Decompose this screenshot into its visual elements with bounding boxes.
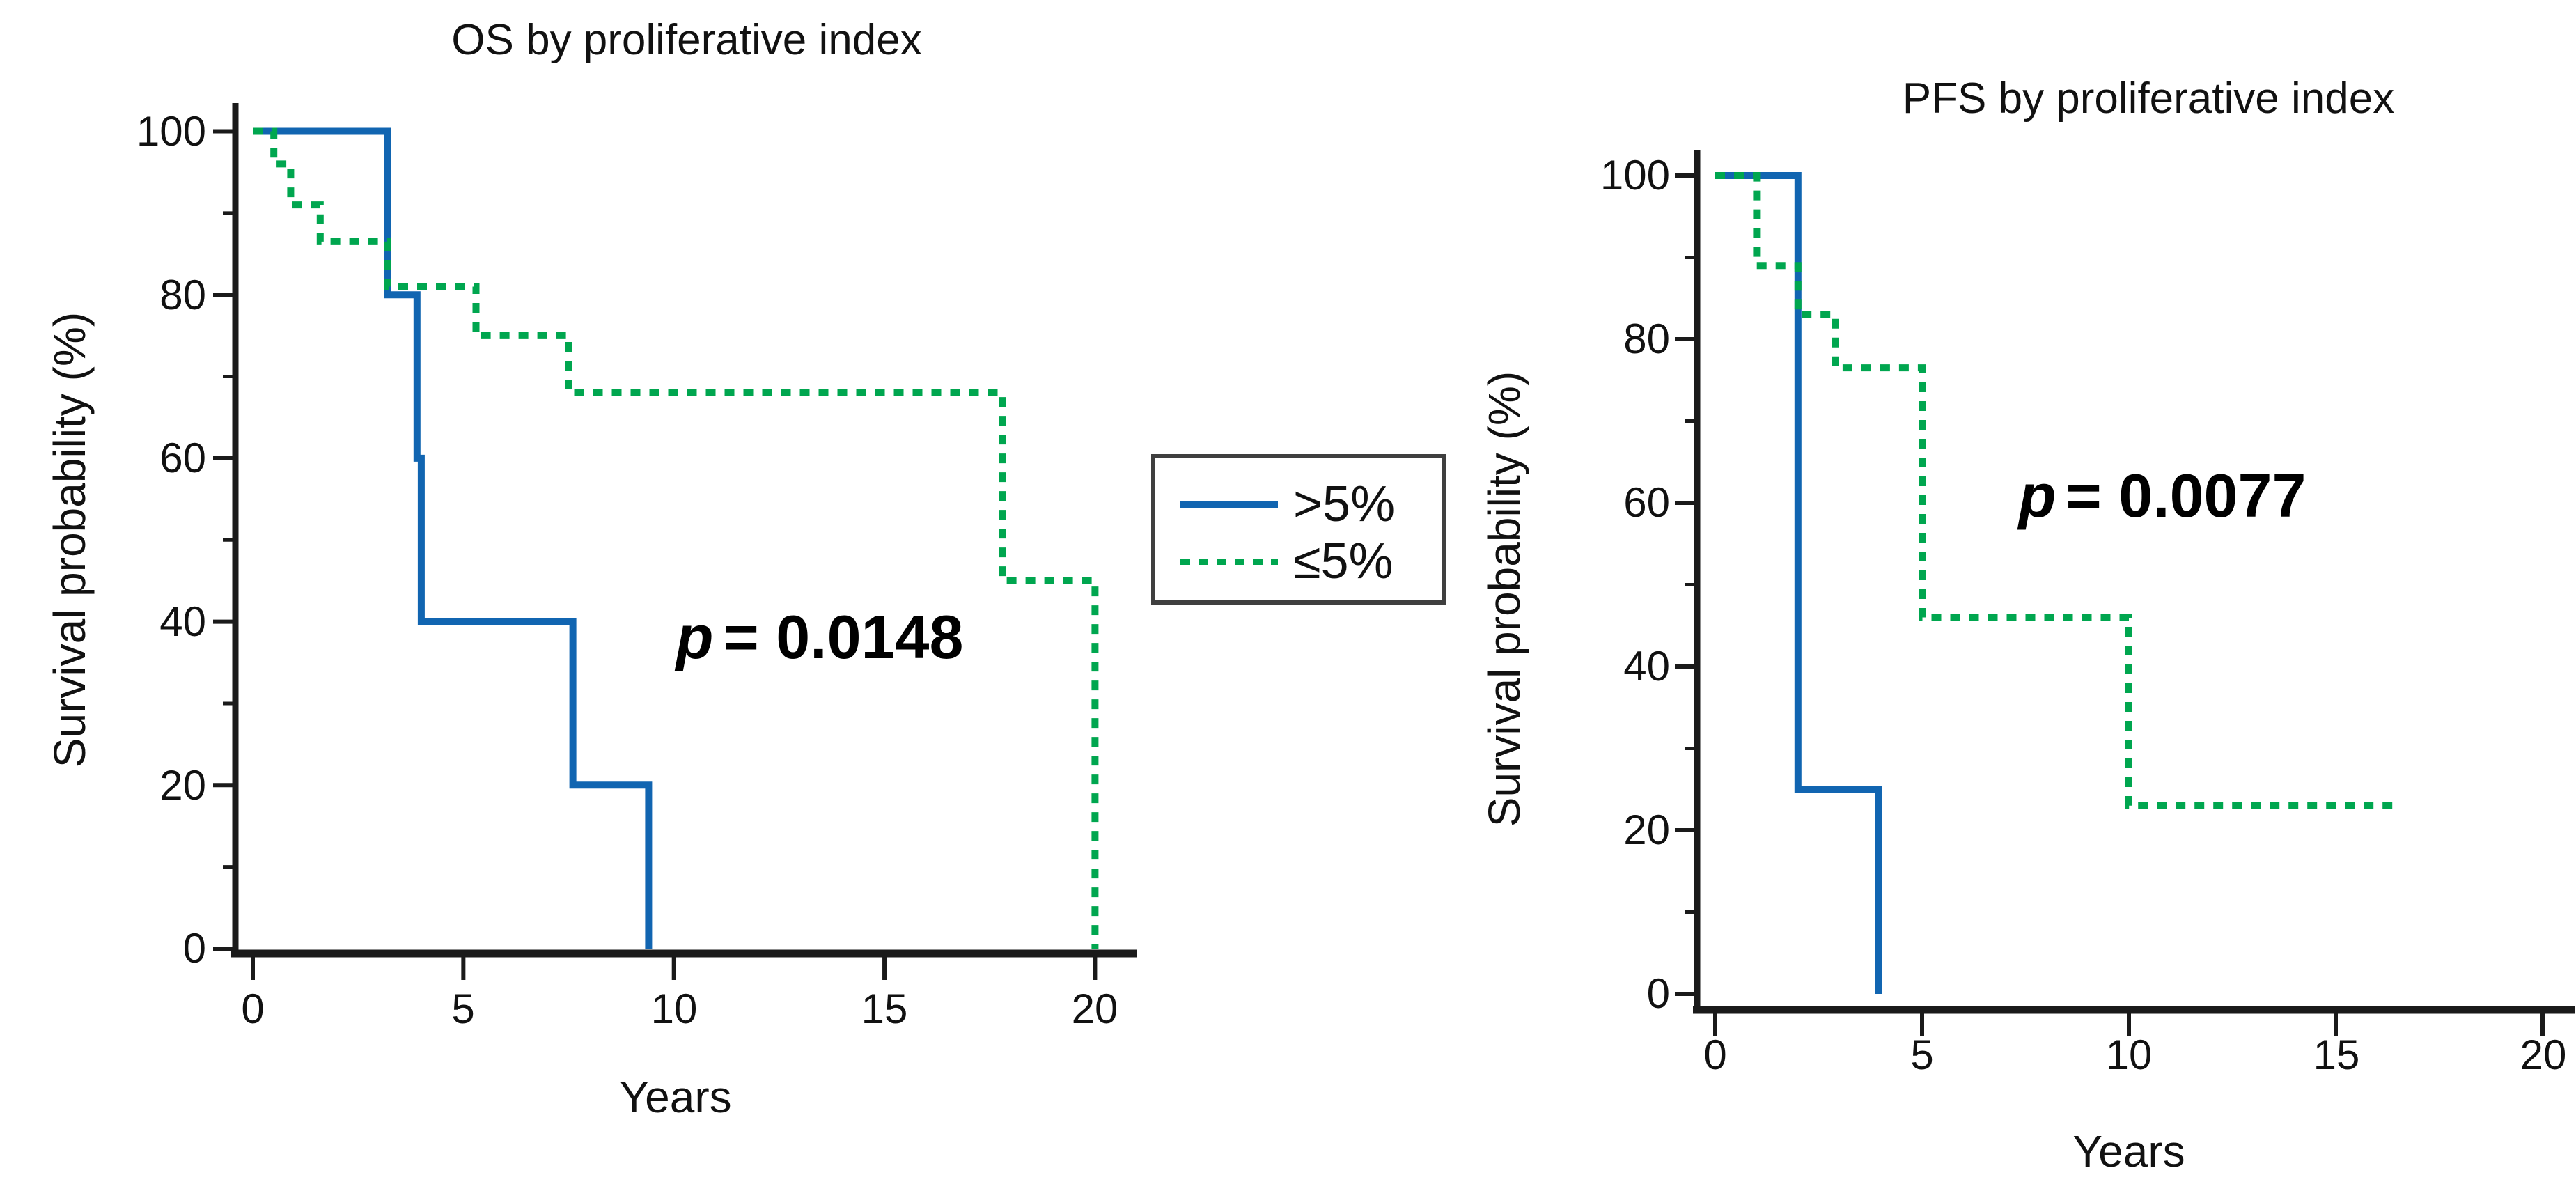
- pfs-p-text: = 0.0077: [2066, 461, 2306, 530]
- pfs-xtick-20: 20: [2520, 1032, 2567, 1078]
- os-xtick-15: 15: [861, 986, 908, 1032]
- pfs-xtick-15: 15: [2313, 1032, 2360, 1078]
- os-y-axis-title: Survival probability (%): [45, 311, 95, 768]
- pfs-ytick-20: 20: [1623, 807, 1670, 853]
- pfs-ytick-0: 0: [1646, 970, 1670, 1017]
- os-ytick-0: 0: [182, 925, 206, 972]
- pfs-xtick-0: 0: [1703, 1032, 1727, 1078]
- os-xtick-0: 0: [241, 986, 265, 1032]
- pfs-ytick-80: 80: [1623, 316, 1670, 362]
- os-ytick-40: 40: [159, 598, 206, 645]
- pfs-series-line-gt5: [1715, 172, 1882, 994]
- legend-label-gt5: >5%: [1293, 476, 1396, 532]
- os-ytick-100: 100: [136, 108, 206, 155]
- os-chart-title: OS by proliferative index: [451, 16, 922, 64]
- legend-label-le5: ≤5%: [1293, 534, 1394, 589]
- os-ytick-20: 20: [159, 762, 206, 809]
- pfs-series-line-le5: [1715, 172, 2394, 809]
- pfs-ytick-60: 60: [1623, 479, 1670, 526]
- os-ytick-60: 60: [159, 435, 206, 481]
- os-series-line-gt5: [253, 127, 653, 949]
- os-p-symbol: p: [676, 602, 714, 671]
- legend-box: >5% ≤5%: [1151, 454, 1446, 605]
- pfs-x-axis-title: Years: [2072, 1126, 2185, 1176]
- os-xtick-10: 10: [650, 986, 698, 1032]
- pfs-xtick-5: 5: [1910, 1032, 1934, 1078]
- pfs-p-value: p = 0.0077: [2019, 460, 2306, 531]
- os-series-line-le5: [253, 127, 1099, 949]
- legend-line-gt5-solid: [1180, 501, 1278, 508]
- os-p-text: = 0.0148: [723, 602, 964, 671]
- pfs-y-axis-title: Survival probability (%): [1479, 371, 1529, 827]
- os-ytick-80: 80: [159, 272, 206, 318]
- pfs-ytick-100: 100: [1600, 152, 1670, 198]
- pfs-ytick-40: 40: [1623, 643, 1670, 690]
- os-xtick-20: 20: [1071, 986, 1118, 1032]
- os-xtick-5: 5: [451, 986, 475, 1032]
- legend-line-le5-dotted: [1180, 559, 1278, 565]
- os-p-value: p = 0.0148: [676, 602, 964, 673]
- os-x-axis-title: Years: [619, 1072, 732, 1122]
- pfs-p-symbol: p: [2018, 461, 2056, 530]
- pfs-xtick-10: 10: [2105, 1032, 2153, 1078]
- pfs-chart-title: PFS by proliferative index: [1902, 75, 2395, 123]
